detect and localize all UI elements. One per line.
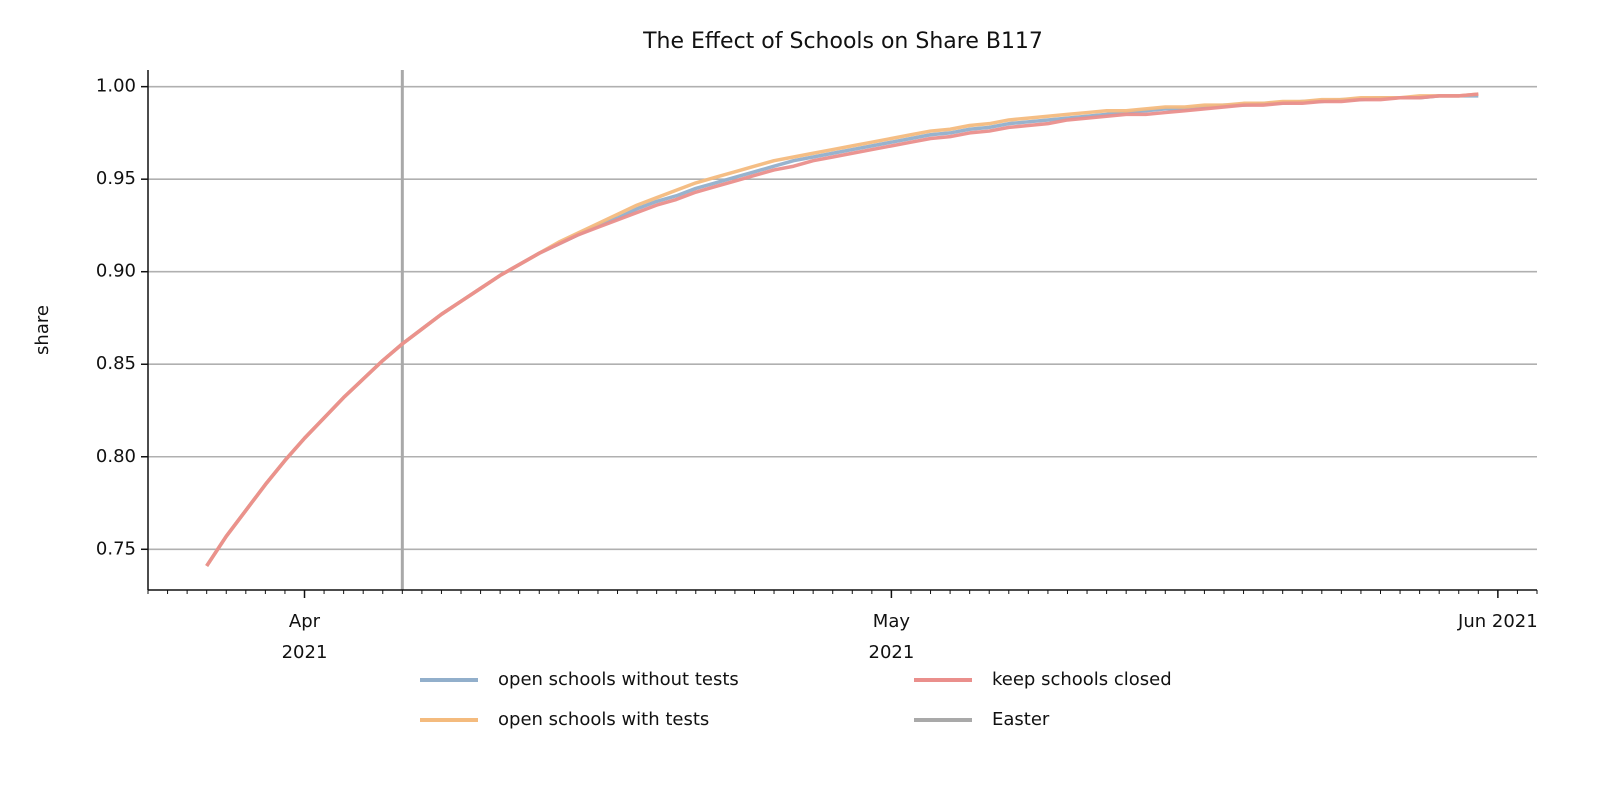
series-line [205,92,1479,567]
legend-label: Easter [992,709,1050,730]
chart-title: The Effect of Schools on Share B117 [642,29,1043,54]
y-tick-label: 0.80 [96,446,136,467]
y-tick-label: 0.75 [96,538,136,559]
legend-label: open schools with tests [498,709,709,730]
y-tick-label: 0.90 [96,261,136,282]
y-tick-label: 0.95 [96,168,136,189]
series-line [205,94,1479,567]
y-axis-label: share [32,305,53,355]
x-tick-label: May 2021 [868,611,915,663]
series-line [205,92,1479,567]
x-tick-label: Jun 2021 [1458,611,1538,632]
legend-label: open schools without tests [498,669,739,690]
y-tick-label: 1.00 [96,76,136,97]
x-tick-label: Apr 2021 [281,611,328,663]
legend-label: keep schools closed [992,669,1172,690]
y-tick-label: 0.85 [96,353,136,374]
